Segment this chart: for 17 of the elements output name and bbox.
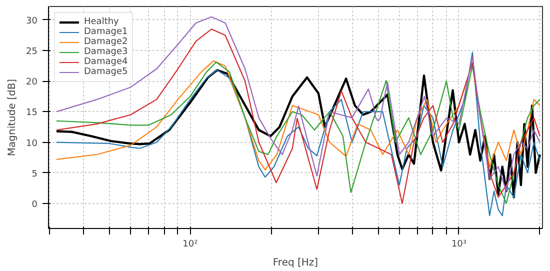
x-axis-title: Freq [Hz] <box>272 258 318 268</box>
y-tick-label: 15 <box>26 108 38 118</box>
legend-label: Damage1 <box>84 27 128 37</box>
y-tick-label: 5 <box>32 169 38 180</box>
y-tick-label: 0 <box>32 200 38 210</box>
legend-label: Damage4 <box>84 57 128 67</box>
x-tick-label: 10² <box>182 240 198 250</box>
legend-label: Damage2 <box>84 37 128 47</box>
legend-label: Damage5 <box>84 67 128 77</box>
y-tick-label: 30 <box>26 16 38 26</box>
legend-label: Healthy <box>84 17 119 27</box>
y-axis-title: Magnitude [dB] <box>7 78 18 156</box>
y-tick-label: 20 <box>26 78 38 88</box>
y-tick-label: 10 <box>26 138 38 149</box>
x-tick-label: 10³ <box>451 240 467 250</box>
y-tick-label: 25 <box>26 47 38 58</box>
legend-label: Damage3 <box>84 47 128 57</box>
